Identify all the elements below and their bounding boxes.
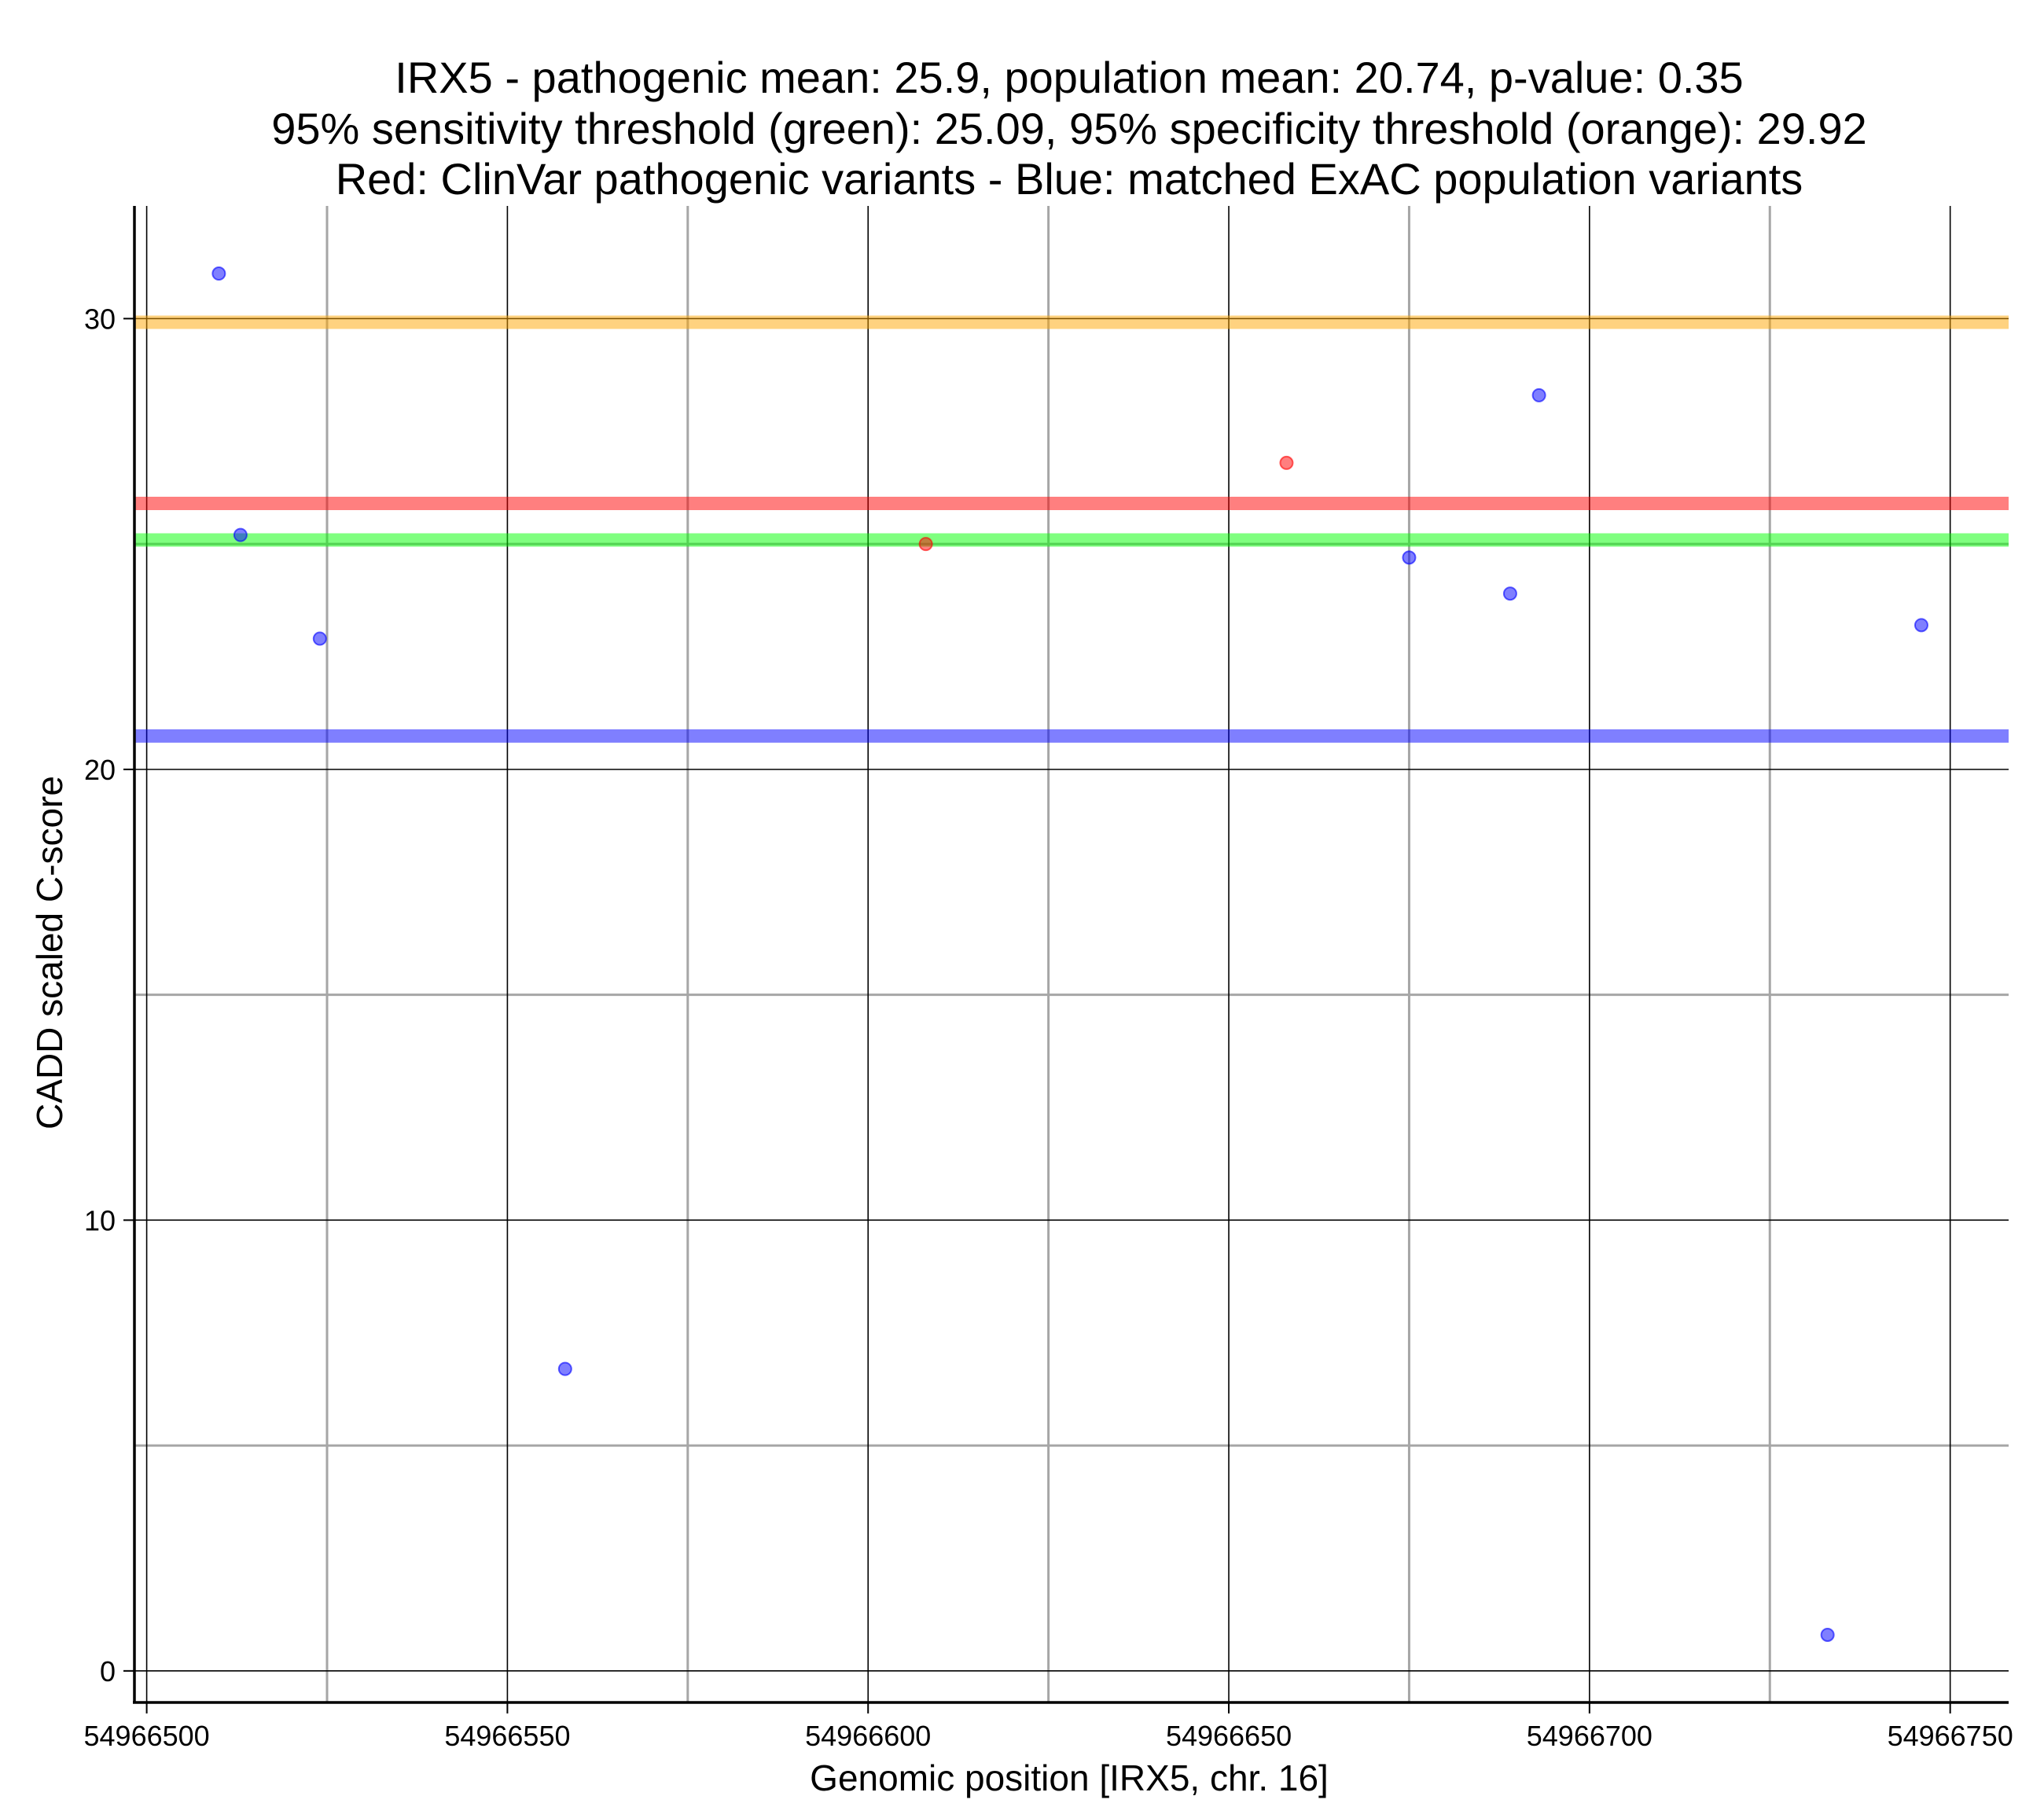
population-point <box>557 1361 572 1376</box>
population-point <box>1402 550 1417 565</box>
population-point <box>233 527 248 542</box>
data-points <box>211 266 1928 1642</box>
major-gridlines <box>134 206 2009 1702</box>
axes <box>133 206 2009 1704</box>
x-ticks: 54966500 54966550 54966600 54966650 54966700… <box>84 1702 2013 1752</box>
population-point <box>1502 586 1517 601</box>
pathogenic-point <box>1279 455 1294 470</box>
y-axis-title: CADD scaled C-score <box>29 776 70 1129</box>
population-point <box>1531 387 1546 402</box>
x-tick-label: 54966650 <box>1166 1720 1292 1752</box>
population-point <box>312 631 327 646</box>
x-tick-label: 54966750 <box>1888 1720 2013 1752</box>
title-line-1: IRX5 - pathogenic mean: 25.9, population… <box>395 53 1743 102</box>
title-line-2: 95% sensitivity threshold (green): 25.09… <box>271 104 1867 153</box>
y-ticks: 0 10 20 30 <box>84 303 134 1688</box>
x-tick-label: 54966500 <box>84 1720 210 1752</box>
population-point <box>1820 1627 1835 1642</box>
x-axis-title: Genomic position [IRX5, chr. 16] <box>810 1757 1329 1798</box>
y-tick-label: 0 <box>100 1655 116 1688</box>
reference-lines <box>134 315 2009 743</box>
x-tick-label: 54966600 <box>805 1720 931 1752</box>
pathogenic-point <box>918 537 933 552</box>
y-tick-label: 30 <box>84 303 116 335</box>
title-line-3: Red: ClinVar pathogenic variants - Blue:… <box>336 154 1803 204</box>
population-point <box>1913 618 1928 633</box>
x-tick-label: 54966700 <box>1527 1720 1652 1752</box>
population-point <box>211 266 226 281</box>
minor-gridlines <box>134 206 2009 1702</box>
chart-title: IRX5 - pathogenic mean: 25.9, population… <box>271 53 1867 204</box>
x-tick-label: 54966550 <box>444 1720 570 1752</box>
y-tick-label: 10 <box>84 1204 116 1236</box>
y-tick-label: 20 <box>84 754 116 786</box>
